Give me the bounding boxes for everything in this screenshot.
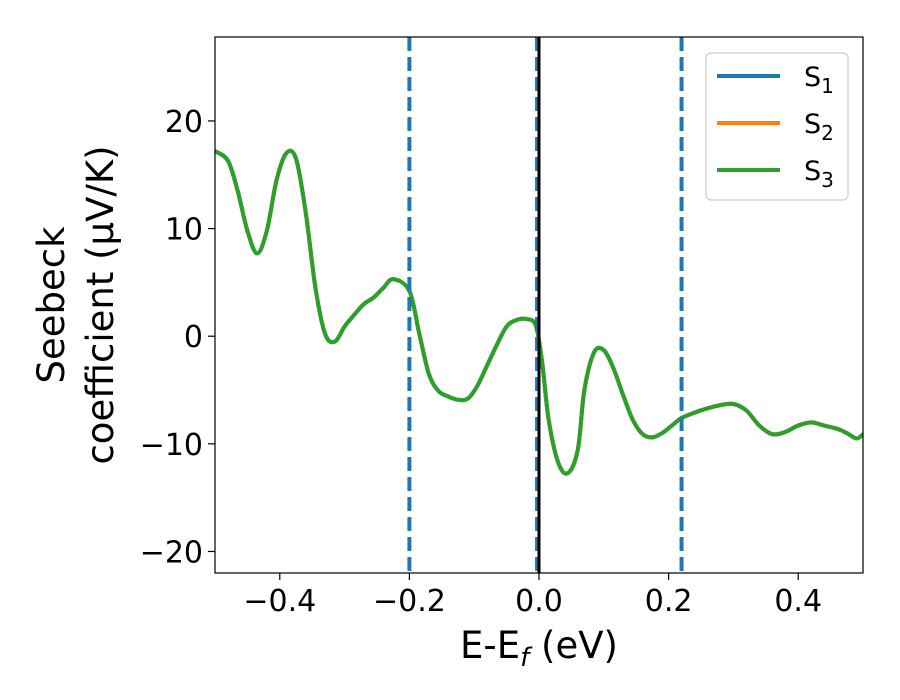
- series-lines: [215, 148, 863, 476]
- x-axis-ticks: −0.4 −0.2 0.0 0.2 0.4: [243, 573, 822, 619]
- x-tick-label: −0.4: [243, 584, 316, 619]
- y-axis-ticks: −20 −10 0 10 20: [140, 105, 215, 570]
- series-line-s3: [215, 148, 863, 476]
- legend-box: [705, 52, 849, 201]
- legend: S1 S2 S3: [705, 52, 849, 201]
- y-tick-label: −10: [140, 428, 203, 463]
- y-tick-label: 20: [165, 105, 203, 140]
- x-tick-label: 0.4: [774, 584, 822, 619]
- y-tick-label: −20: [140, 535, 203, 570]
- reference-lines: [407, 37, 684, 573]
- legend-label-s2: S2: [804, 109, 834, 145]
- legend-label-s1: S1: [804, 62, 834, 98]
- legend-label-s3: S3: [804, 156, 834, 192]
- x-axis-label: E-Ef (eV): [460, 624, 618, 673]
- y-tick-label: 10: [165, 213, 203, 248]
- y-tick-label: 0: [184, 320, 203, 355]
- x-tick-label: 0.0: [515, 584, 563, 619]
- x-tick-label: 0.2: [645, 584, 693, 619]
- x-tick-label: −0.2: [373, 584, 446, 619]
- y-axis-label: Seebeck coefficient (μV/K): [30, 145, 122, 464]
